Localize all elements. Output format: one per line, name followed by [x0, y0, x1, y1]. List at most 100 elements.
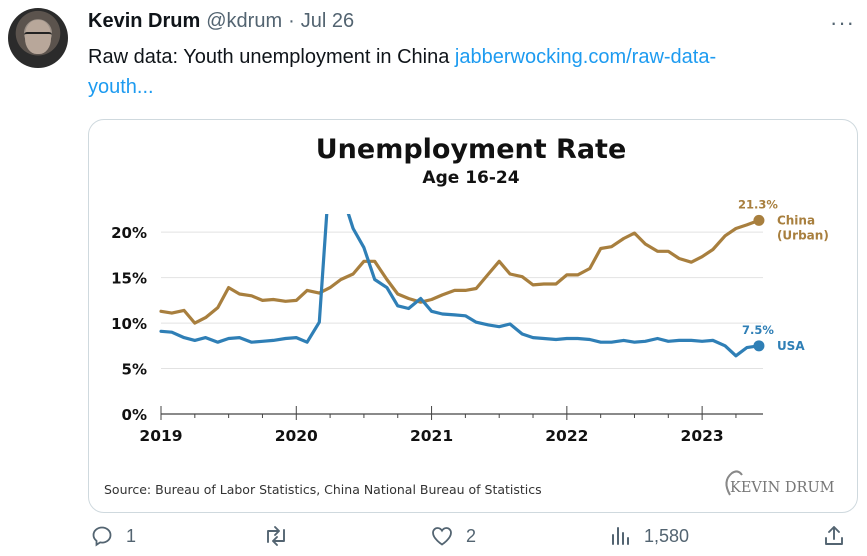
data-point-usa: [396, 304, 399, 307]
data-point-usa: [318, 321, 321, 324]
tweet-header: Kevin Drum @kdrum · Jul 26: [88, 10, 354, 36]
data-point-china: [193, 322, 196, 324]
data-point-usa: [407, 307, 410, 310]
data-point-usa: [183, 336, 185, 339]
series-line-china: [159, 218, 761, 325]
data-point-usa: [690, 339, 693, 342]
series-name-label: China: [777, 213, 815, 227]
tweet-date[interactable]: Jul 26: [300, 10, 355, 32]
tweet-link-line2: youth...: [88, 76, 154, 98]
data-point-usa: [576, 337, 579, 340]
data-point-china: [667, 250, 670, 253]
data-point-china: [745, 224, 748, 226]
data-point-china: [340, 278, 342, 281]
data-point-usa: [250, 341, 253, 344]
author-handle[interactable]: @kdrum: [206, 10, 283, 32]
reply-button[interactable]: 1: [90, 524, 136, 548]
data-point-china: [407, 297, 410, 300]
x-tick-label: 2020: [275, 427, 318, 445]
data-point-usa: [565, 337, 568, 340]
data-point-usa: [193, 339, 196, 342]
chart-image-card[interactable]: Unemployment Rate Age 16-24 0% 5% 10% 15% 20…: [88, 119, 858, 513]
avatar[interactable]: [8, 8, 68, 68]
data-point-usa: [542, 337, 545, 340]
data-point-usa: [464, 314, 467, 317]
data-point-china: [599, 247, 602, 250]
tweet-actions: 1 2 1,580: [0, 524, 867, 554]
data-point-usa: [644, 340, 647, 343]
series-name-label-line2: (Urban): [777, 228, 829, 242]
data-point-china: [295, 299, 298, 302]
data-point-usa: [610, 341, 613, 344]
end-marker-china: [753, 214, 765, 226]
data-point-usa: [238, 336, 241, 339]
data-point-usa: [724, 344, 727, 347]
data-point-usa: [633, 341, 636, 344]
data-point-china: [329, 286, 332, 289]
series-name-label: USA: [777, 339, 805, 353]
data-point-china: [644, 243, 647, 245]
data-point-usa: [701, 340, 704, 343]
data-point-usa: [532, 336, 534, 339]
retweet-button[interactable]: [263, 524, 301, 548]
avatar-face: [25, 20, 51, 54]
ellipsis-icon: ···: [830, 10, 855, 35]
like-button[interactable]: 2: [430, 524, 476, 548]
data-point-china: [306, 289, 309, 292]
data-point-china: [576, 274, 579, 276]
y-tick-label: 10%: [111, 315, 147, 333]
reply-count: 1: [126, 525, 137, 546]
data-point-china: [701, 255, 704, 258]
bar-chart-icon: [612, 527, 629, 545]
data-point-china: [352, 273, 354, 275]
chart-subtitle: Age 16-24: [422, 168, 519, 188]
data-point-china: [272, 298, 275, 301]
end-value-label: 7.5%: [742, 323, 774, 337]
data-point-usa: [363, 246, 365, 249]
data-point-usa: [555, 338, 557, 341]
data-point-china: [183, 309, 185, 312]
data-point-usa: [306, 341, 309, 344]
like-count: 2: [466, 525, 477, 546]
data-point-usa: [216, 341, 219, 344]
retweet-icon: [267, 526, 285, 546]
author-name[interactable]: Kevin Drum: [88, 10, 201, 32]
data-point-usa: [430, 310, 433, 313]
data-point-china: [430, 298, 433, 301]
tweet-link[interactable]: jabberwocking.com/raw-data-youth...: [88, 46, 716, 98]
data-point-usa: [509, 323, 511, 325]
views-button[interactable]: 1,580: [608, 524, 689, 548]
series-line-usa: [159, 214, 761, 358]
data-point-usa: [386, 286, 388, 289]
data-point-china: [588, 267, 591, 270]
data-point-china: [441, 294, 444, 296]
data-point-china: [656, 250, 659, 253]
data-point-usa: [712, 339, 714, 342]
tweet-text: Raw data: Youth unemployment in China ja…: [88, 42, 848, 102]
tweet-link-line1: jabberwocking.com/raw-data-: [454, 46, 717, 68]
data-point-usa: [656, 337, 659, 340]
data-point-usa: [599, 341, 602, 344]
chart-source: Source: Bureau of Labor Statistics, Chin…: [104, 482, 542, 497]
share-button[interactable]: [822, 524, 846, 548]
data-point-usa: [204, 336, 207, 339]
data-point-usa: [441, 313, 444, 315]
data-point-china: [690, 261, 693, 264]
data-point-usa: [453, 314, 456, 316]
x-tick-label: 2023: [681, 427, 724, 445]
data-point-usa: [735, 354, 737, 357]
heart-icon: [432, 527, 452, 546]
data-point-usa: [622, 339, 625, 342]
share-icon: [825, 526, 843, 545]
data-point-china: [565, 274, 568, 276]
data-point-china: [633, 232, 636, 234]
y-tick-label: 0%: [122, 406, 147, 424]
data-point-china: [509, 273, 511, 275]
data-point-usa: [352, 227, 354, 230]
data-point-china: [521, 275, 524, 278]
data-point-usa: [678, 339, 681, 342]
data-point-china: [735, 227, 737, 230]
data-point-china: [419, 301, 422, 304]
data-point-usa: [745, 346, 748, 349]
more-options-button[interactable]: ···: [830, 10, 855, 36]
